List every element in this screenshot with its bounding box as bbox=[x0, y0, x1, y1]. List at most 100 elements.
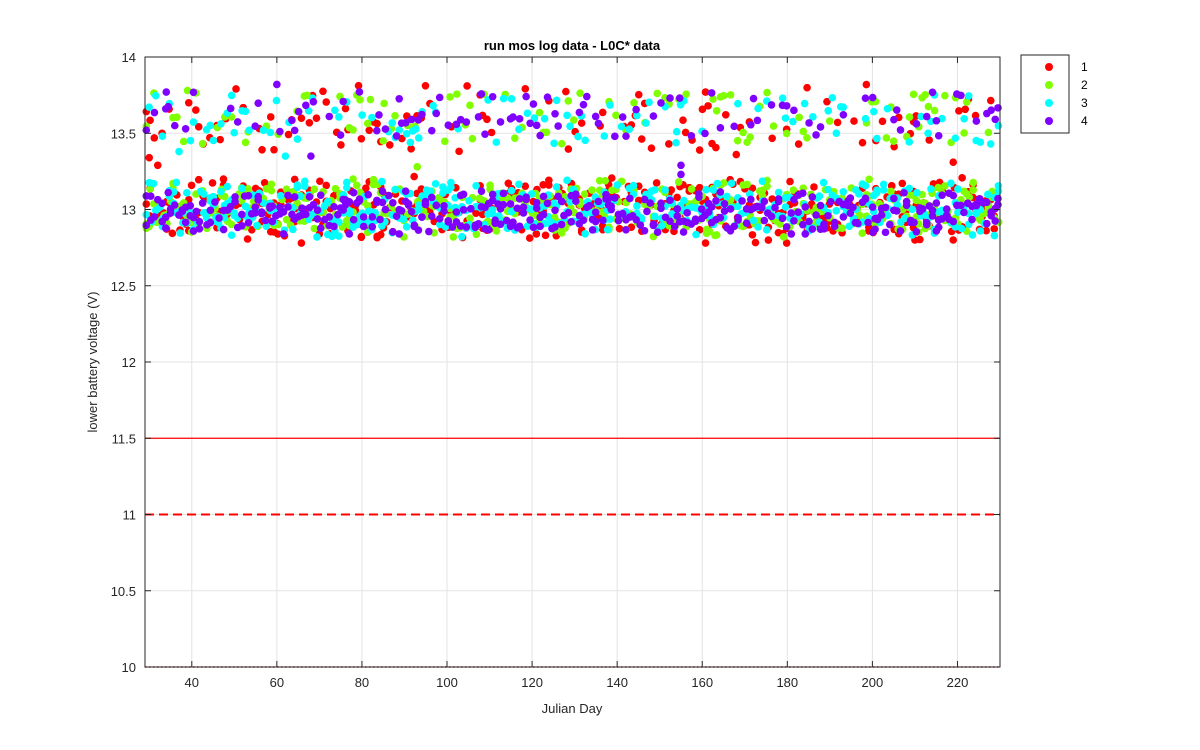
data-point bbox=[258, 145, 266, 154]
data-point bbox=[532, 230, 541, 238]
data-point bbox=[313, 233, 321, 241]
data-point bbox=[629, 181, 638, 190]
data-point bbox=[991, 217, 1000, 225]
data-point bbox=[968, 231, 977, 239]
data-point bbox=[532, 121, 541, 130]
data-point bbox=[282, 215, 291, 224]
data-point bbox=[322, 181, 331, 190]
data-point bbox=[640, 226, 649, 235]
data-point bbox=[905, 138, 914, 146]
x-tick-label: 100 bbox=[436, 675, 458, 690]
x-tick-label: 180 bbox=[776, 675, 798, 690]
data-point bbox=[670, 222, 679, 231]
data-point bbox=[515, 195, 524, 203]
data-point bbox=[421, 197, 430, 206]
data-point bbox=[389, 198, 397, 207]
data-point bbox=[298, 204, 306, 212]
data-point bbox=[260, 178, 269, 187]
data-point bbox=[499, 94, 508, 103]
data-point bbox=[873, 186, 881, 194]
data-point bbox=[910, 218, 918, 227]
data-point bbox=[680, 196, 688, 205]
data-point bbox=[241, 107, 250, 116]
data-point bbox=[672, 138, 680, 147]
legend-item[interactable]: 4 bbox=[1045, 114, 1088, 128]
data-point bbox=[881, 228, 890, 237]
data-point bbox=[507, 186, 516, 195]
data-point bbox=[896, 227, 905, 235]
data-point bbox=[331, 106, 339, 115]
data-point bbox=[545, 176, 553, 185]
data-point bbox=[758, 177, 767, 185]
data-point bbox=[312, 114, 321, 123]
data-point bbox=[758, 203, 766, 212]
x-tick-label: 120 bbox=[521, 675, 543, 690]
data-point bbox=[481, 130, 489, 138]
data-point bbox=[209, 136, 218, 145]
data-point bbox=[436, 220, 444, 229]
legend-item[interactable]: 3 bbox=[1045, 96, 1088, 110]
data-point bbox=[861, 114, 870, 123]
data-point bbox=[310, 185, 319, 193]
legend-item[interactable]: 2 bbox=[1045, 78, 1088, 92]
data-point bbox=[839, 213, 848, 221]
data-point bbox=[613, 181, 622, 189]
y-axis-label: lower battery voltage (V) bbox=[85, 292, 100, 433]
data-point bbox=[982, 198, 991, 207]
data-point bbox=[150, 134, 159, 142]
data-point bbox=[692, 230, 700, 239]
data-point bbox=[617, 122, 626, 131]
data-point bbox=[789, 186, 798, 194]
data-point bbox=[799, 189, 807, 198]
data-point bbox=[297, 239, 306, 247]
data-point bbox=[158, 132, 167, 141]
data-point bbox=[365, 126, 374, 135]
data-point bbox=[257, 208, 266, 216]
data-point bbox=[399, 215, 408, 223]
data-point bbox=[687, 185, 696, 193]
data-point bbox=[730, 122, 739, 131]
data-point bbox=[921, 90, 930, 99]
data-point bbox=[523, 222, 532, 231]
data-point bbox=[262, 222, 271, 230]
data-point bbox=[879, 186, 888, 194]
data-point bbox=[682, 90, 690, 98]
data-point bbox=[401, 119, 410, 127]
data-point bbox=[912, 196, 921, 205]
data-point bbox=[600, 132, 609, 140]
data-point bbox=[142, 210, 151, 219]
data-point bbox=[463, 82, 471, 90]
data-point bbox=[928, 88, 937, 97]
data-point bbox=[305, 119, 314, 127]
data-point bbox=[375, 111, 383, 119]
data-point bbox=[215, 214, 223, 222]
data-point bbox=[243, 235, 252, 243]
data-point bbox=[667, 186, 676, 194]
data-point bbox=[440, 207, 448, 215]
data-point bbox=[502, 216, 511, 225]
y-tick-label: 10.5 bbox=[111, 584, 136, 599]
data-point bbox=[392, 212, 401, 220]
legend-item[interactable]: 1 bbox=[1045, 60, 1088, 74]
data-point bbox=[272, 96, 281, 105]
data-point bbox=[407, 145, 415, 153]
data-point bbox=[730, 222, 739, 231]
data-point bbox=[418, 213, 426, 221]
data-point bbox=[309, 200, 318, 209]
data-point bbox=[488, 196, 497, 205]
data-point bbox=[763, 182, 771, 190]
data-point bbox=[446, 93, 454, 101]
data-point bbox=[579, 216, 588, 225]
data-point bbox=[672, 127, 681, 136]
x-axis-label: Julian Day bbox=[542, 701, 603, 716]
data-point bbox=[414, 226, 423, 234]
data-point bbox=[551, 223, 559, 231]
data-point bbox=[522, 193, 530, 201]
data-point bbox=[812, 131, 820, 139]
legend[interactable]: 1 2 3 4 bbox=[1020, 54, 1088, 134]
data-point bbox=[282, 185, 291, 194]
data-point bbox=[748, 231, 757, 239]
data-point bbox=[395, 126, 404, 134]
data-point bbox=[268, 202, 277, 210]
data-point bbox=[542, 128, 551, 137]
